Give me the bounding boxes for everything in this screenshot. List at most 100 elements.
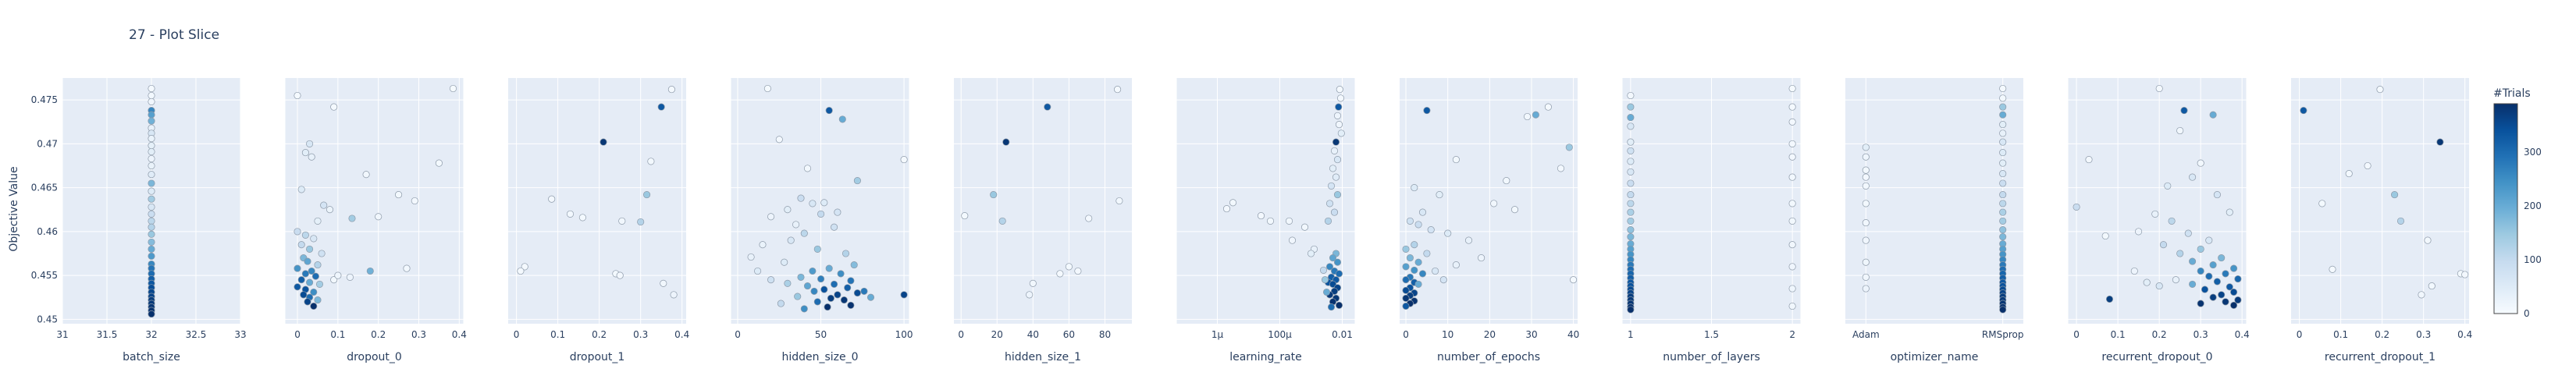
trial-point [308, 267, 315, 275]
x-tick-label: 60 [1063, 329, 1075, 340]
x-tick-label: 0.3 [633, 329, 648, 340]
trial-point [148, 210, 155, 218]
colorbar-gradient [2493, 103, 2518, 314]
trial-point [148, 117, 155, 125]
trial-point [860, 287, 868, 295]
trial-point [1788, 84, 1796, 93]
trial-point [1444, 229, 1452, 237]
x-axis-label-number_of_epochs: number_of_epochs [1437, 351, 1540, 363]
trial-point [1414, 258, 1422, 266]
trial-point [1337, 129, 1345, 137]
trial-point [2073, 203, 2080, 211]
trial-point [900, 156, 908, 164]
trial-point [311, 272, 319, 280]
trial-point [637, 218, 645, 226]
trial-point [1862, 166, 1870, 174]
subplot-batch_size: 31 31.5 32 32.5 33 0.45 0.455 0.46 0.465 0.47 0.47… [31, 78, 247, 363]
trial-point [2197, 300, 2204, 307]
trial-point [1862, 153, 1870, 161]
colorbar-tick-label: 100 [2524, 254, 2542, 265]
trial-point [2218, 254, 2226, 262]
trial-point [148, 187, 155, 195]
trial-point [2418, 291, 2425, 299]
x-tick-label: 20 [991, 329, 1003, 340]
x-tick-label: 10 [1442, 329, 1453, 340]
trial-point [1330, 147, 1339, 154]
trial-point [1788, 241, 1796, 249]
x-tick-label: Adam [1852, 329, 1880, 340]
trial-point [2197, 267, 2204, 275]
trial-point [1402, 245, 1410, 253]
trial-point [2436, 138, 2444, 146]
trial-point [2197, 159, 2204, 167]
trial-point [1330, 208, 1339, 216]
trial-point [1999, 149, 2007, 157]
trial-point [2213, 191, 2221, 199]
trial-point [411, 197, 418, 205]
trial-point [300, 291, 308, 299]
trial-point [1427, 226, 1435, 234]
colorbar-title: #Trials [2493, 87, 2531, 100]
trial-point [1411, 184, 1418, 192]
trial-point [308, 153, 315, 161]
x-tick-label: 33 [234, 329, 246, 340]
trial-point [1402, 294, 1410, 302]
trial-point [616, 271, 624, 279]
trial-point [2428, 282, 2435, 290]
trial-point [449, 84, 457, 93]
x-tick-label: 0.3 [411, 329, 426, 340]
trial-point [660, 279, 667, 287]
trial-point [306, 245, 314, 253]
trial-point [1788, 302, 1796, 310]
subplot-recurrent_dropout_1: 0 0.1 0.2 0.3 0.4 recurrent_dropout_1 [2291, 78, 2472, 363]
trial-point [1414, 280, 1422, 288]
trial-point [301, 270, 309, 278]
trial-point [781, 258, 788, 266]
trial-point [1999, 200, 2007, 207]
x-tick-label: 80 [1099, 329, 1111, 340]
trial-point [148, 147, 155, 156]
trial-point [2318, 200, 2326, 207]
trial-point [1329, 165, 1337, 172]
x-tick-label: 0.1 [2333, 329, 2348, 340]
trial-point [763, 84, 771, 93]
y-tick-label: 0.465 [31, 183, 58, 193]
trial-point [1788, 285, 1796, 292]
trial-point [148, 179, 155, 187]
trial-point [1627, 306, 1635, 314]
trial-point [2364, 161, 2371, 170]
x-tick-label: 20 [1484, 329, 1496, 340]
trial-point [435, 159, 443, 167]
trial-point [148, 203, 155, 211]
trial-point [2189, 173, 2197, 181]
trial-point [578, 214, 586, 222]
x-axis-label-hidden_size_1: hidden_size_1 [1005, 351, 1081, 363]
x-tick-label: 0.2 [592, 329, 607, 340]
trial-point [1411, 241, 1418, 249]
trial-point [1327, 182, 1336, 190]
trial-point [330, 103, 338, 111]
subplot-learning_rate: 1μ 100μ 0.01 learning_rate [1176, 78, 1355, 363]
trial-point [1418, 270, 1427, 278]
x-tick-label: 0 [735, 329, 741, 340]
trial-point [1319, 266, 1328, 274]
trial-point [2205, 272, 2213, 280]
trial-point [148, 238, 155, 246]
trial-point [837, 270, 845, 278]
trial-point [1325, 263, 1334, 271]
trial-point [2230, 301, 2238, 309]
trial-point [1335, 121, 1343, 129]
trial-point [866, 293, 875, 301]
trial-point [1999, 179, 2007, 187]
subplot-hidden_size_1: 0 20 40 60 80 hidden_size_1 [954, 78, 1132, 363]
trial-point [813, 298, 821, 306]
subplot-panels: 31 31.5 32 32.5 33 0.45 0.455 0.46 0.465 0.47 0.47… [31, 78, 2472, 363]
trial-point [148, 245, 155, 253]
trial-point [1862, 258, 1870, 266]
trial-point [797, 273, 805, 281]
trial-point [301, 149, 309, 157]
x-tick-label: 0.4 [452, 329, 467, 340]
trial-point [2391, 191, 2399, 199]
trial-point [825, 264, 833, 272]
x-tick-label: 100μ [1268, 329, 1292, 340]
